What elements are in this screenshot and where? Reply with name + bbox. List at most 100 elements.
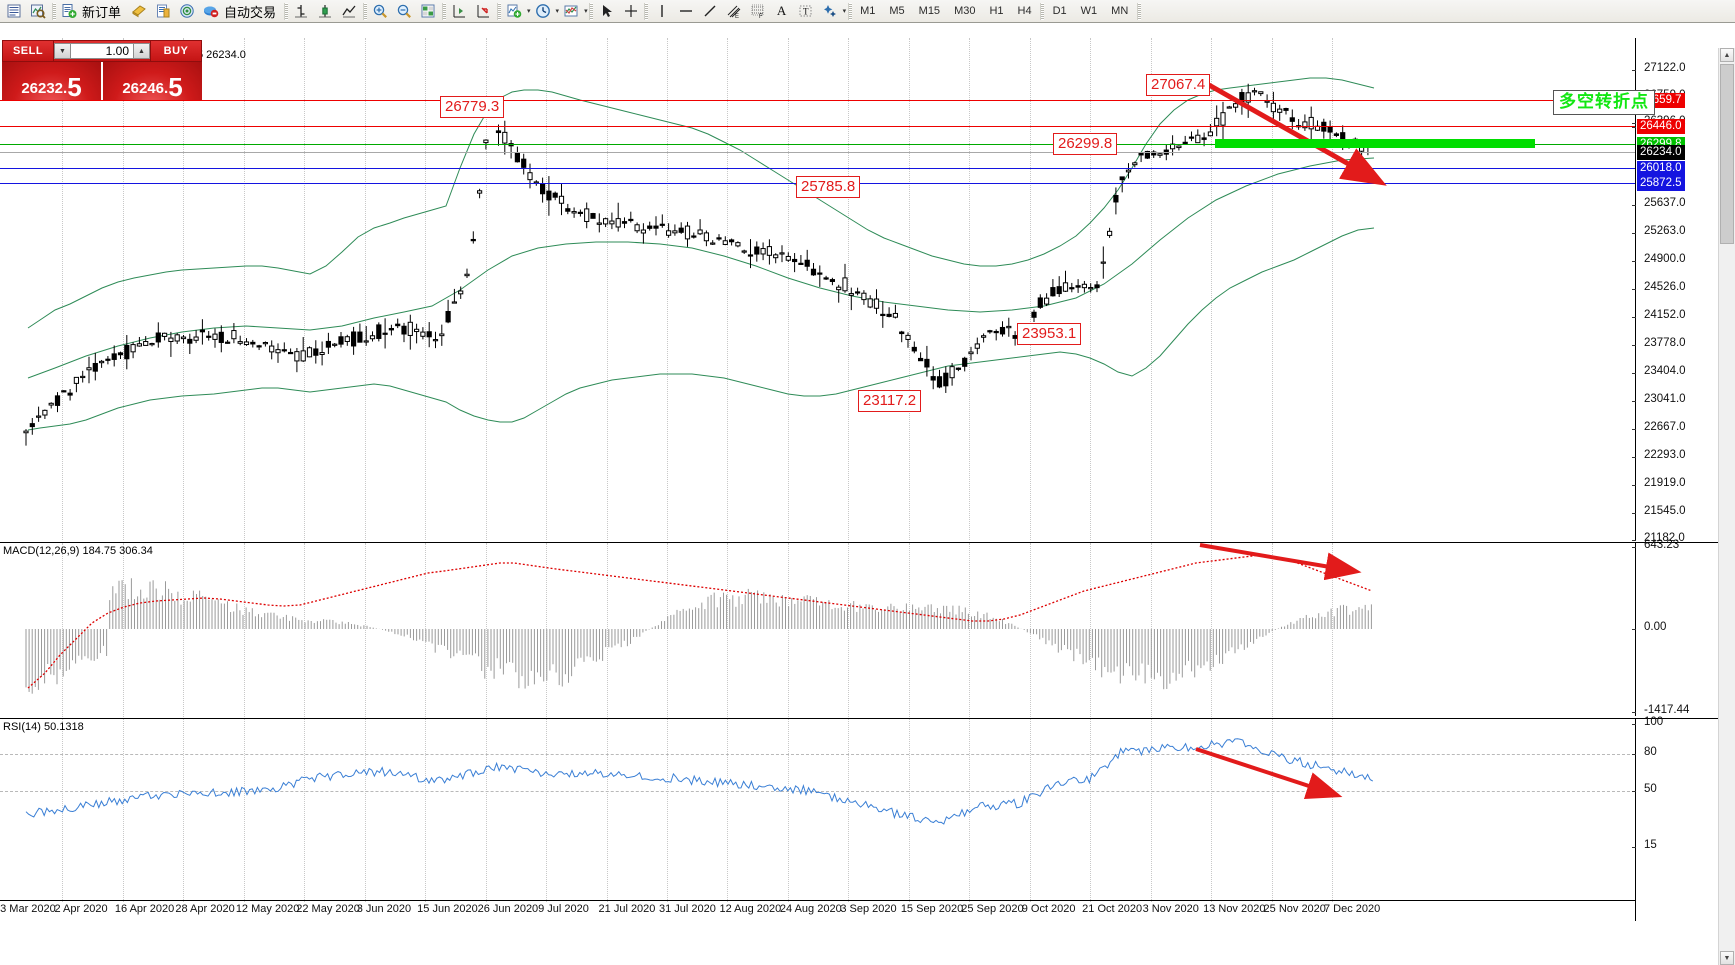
gridline [908, 38, 910, 540]
gridline [1029, 38, 1031, 540]
timeframe-m15[interactable]: M15 [918, 5, 941, 17]
annotation-25785[interactable]: 25785.8 [796, 176, 861, 198]
volume-decrement-button[interactable]: ▼ [54, 43, 71, 59]
shapes-icon[interactable] [818, 1, 842, 22]
templates-dropdown-arrow[interactable]: ▾ [584, 8, 588, 15]
gridline [969, 719, 971, 902]
auto-scroll-icon[interactable] [471, 1, 495, 22]
time-tick: 26 Jun 2020 [477, 903, 539, 915]
price-tag: 25872.5 [1637, 176, 1685, 191]
gridline [425, 38, 427, 540]
price-tick-label: 27122.0 [1644, 62, 1686, 74]
zoom-out-icon[interactable] [392, 1, 416, 22]
history-icon[interactable] [127, 1, 151, 22]
gridline [908, 719, 910, 902]
timeframe-w1[interactable]: W1 [1080, 5, 1098, 17]
rsi-axis[interactable]: 100 80 50 15 [1632, 716, 1735, 921]
scroll-down-arrow-icon[interactable]: ▼ [1720, 951, 1734, 965]
gridline [667, 719, 668, 902]
annotation-26299[interactable]: 26299.8 [1053, 133, 1118, 155]
macd-pane[interactable]: MACD(12,26,9) 184.75 306.34 643.23 0.00 -1… [0, 539, 1735, 717]
macd-axis[interactable]: 643.23 0.00 -1417.44 [1632, 539, 1735, 716]
text-label-icon[interactable]: T [794, 1, 818, 22]
new-order-icon[interactable] [57, 1, 81, 22]
price-tick-label: 23041.0 [1644, 393, 1686, 405]
scroll-up-arrow-icon[interactable]: ▲ [1720, 48, 1734, 62]
periods-dropdown-arrow[interactable]: ▾ [555, 8, 560, 15]
toolbar-separator [361, 2, 368, 21]
cursor-icon[interactable] [595, 1, 619, 22]
buy-price-display[interactable]: 26246 . 5 [103, 62, 202, 100]
gridline [727, 38, 729, 540]
scrollbar-thumb[interactable] [1720, 64, 1734, 244]
price-tag: 26018.0 [1637, 161, 1685, 176]
macd-series [25, 554, 1373, 694]
price-tick-label: 24526.0 [1644, 281, 1686, 293]
time-tick: 28 Apr 2020 [175, 903, 235, 915]
market-watch-icon[interactable] [26, 1, 50, 22]
chart-vertical-scrollbar[interactable]: ▲ ▼ [1718, 48, 1735, 965]
vertical-line-icon[interactable] [650, 1, 674, 22]
crosshair-icon[interactable] [619, 1, 643, 22]
volume-input[interactable]: 1.00 [71, 43, 133, 59]
auto-trading-button[interactable]: 自动交易 [224, 4, 277, 20]
auto-trading-icon[interactable] [199, 1, 223, 22]
price-tick-label: 23404.0 [1644, 365, 1686, 377]
rsi-pane[interactable]: RSI(14) 50.1318 100 80 50 15 23 Mar 2020 2 A… [0, 716, 1735, 921]
timeframe-m1[interactable]: M1 [860, 5, 876, 17]
gridline [425, 543, 427, 717]
data-window-icon[interactable] [151, 1, 175, 22]
periods-icon[interactable] [531, 1, 555, 22]
candlestick-chart-icon[interactable] [313, 1, 337, 22]
annotation-turning-point[interactable]: 多空转折点 [1553, 90, 1655, 115]
sell-price-integer: 26232 [21, 80, 64, 97]
time-tick: 12 May 2020 [235, 903, 300, 915]
gridline [546, 38, 548, 540]
one-click-trading-panel[interactable]: SELL ▼ 1.00 ▲ BUY 26232 . 5 26246 . 5 [2, 40, 202, 100]
trendline-icon[interactable] [698, 1, 722, 22]
volume-control[interactable]: ▼ 1.00 ▲ [54, 40, 150, 62]
chart-canvas[interactable]: HK50-,Daily 26382.0 26403.5 26095.5 2623… [0, 24, 1735, 965]
tile-windows-icon[interactable] [416, 1, 440, 22]
annotation-26779[interactable]: 26779.3 [440, 96, 505, 118]
buy-button[interactable]: BUY [150, 40, 202, 62]
timeframe-h4[interactable]: H4 [1017, 5, 1032, 17]
gridline [122, 38, 124, 540]
new-order-button[interactable]: 新订单 [82, 4, 122, 20]
templates-icon[interactable] [559, 1, 583, 22]
timeframe-m5[interactable]: M5 [889, 5, 905, 17]
time-tick: 2 Apr 2020 [54, 903, 108, 915]
price-axis[interactable]: 27122.026759.026396.026234.025637.025263… [1632, 38, 1735, 544]
chart-shift-icon[interactable] [447, 1, 471, 22]
navigator-icon[interactable] [175, 1, 199, 22]
price-tick-label: 24900.0 [1644, 253, 1686, 265]
annotation-23953[interactable]: 23953.1 [1017, 323, 1082, 345]
bar-chart-icon[interactable] [289, 1, 313, 22]
shapes-dropdown-arrow[interactable]: ▾ [842, 8, 847, 15]
price-pane[interactable]: 26779.3 27067.4 26299.8 25785.8 23953.1 … [0, 38, 1735, 544]
sell-button[interactable]: SELL [2, 40, 54, 62]
gridline [787, 38, 789, 540]
timeframe-h1[interactable]: H1 [989, 5, 1004, 17]
timeframe-d1[interactable]: D1 [1052, 5, 1067, 17]
timeframe-m30[interactable]: M30 [954, 5, 976, 17]
toolbar-separator [1039, 2, 1046, 21]
indicators-dropdown-arrow[interactable]: ▾ [527, 8, 531, 15]
text-icon[interactable]: A [770, 1, 794, 22]
annotation-27067[interactable]: 27067.4 [1146, 74, 1211, 96]
fibonacci-icon[interactable]: F [746, 1, 770, 22]
line-chart-icon[interactable] [337, 1, 361, 22]
volume-increment-button[interactable]: ▲ [133, 43, 150, 59]
time-axis[interactable]: 23 Mar 2020 2 Apr 2020 16 Apr 2020 28 Apr 2… [0, 900, 1635, 921]
price-tag: 26446.0 [1637, 119, 1685, 134]
zoom-in-icon[interactable] [368, 1, 392, 22]
terminal-icon[interactable] [2, 1, 26, 22]
gridline [1150, 543, 1152, 717]
annotation-23117[interactable]: 23117.2 [858, 390, 922, 412]
horizontal-line-icon[interactable] [674, 1, 698, 22]
timeframe-mn[interactable]: MN [1111, 5, 1129, 17]
gridline [485, 719, 487, 902]
equidistant-channel-icon[interactable]: E [722, 1, 746, 22]
indicators-icon[interactable] [502, 1, 526, 22]
sell-price-display[interactable]: 26232 . 5 [2, 62, 101, 100]
